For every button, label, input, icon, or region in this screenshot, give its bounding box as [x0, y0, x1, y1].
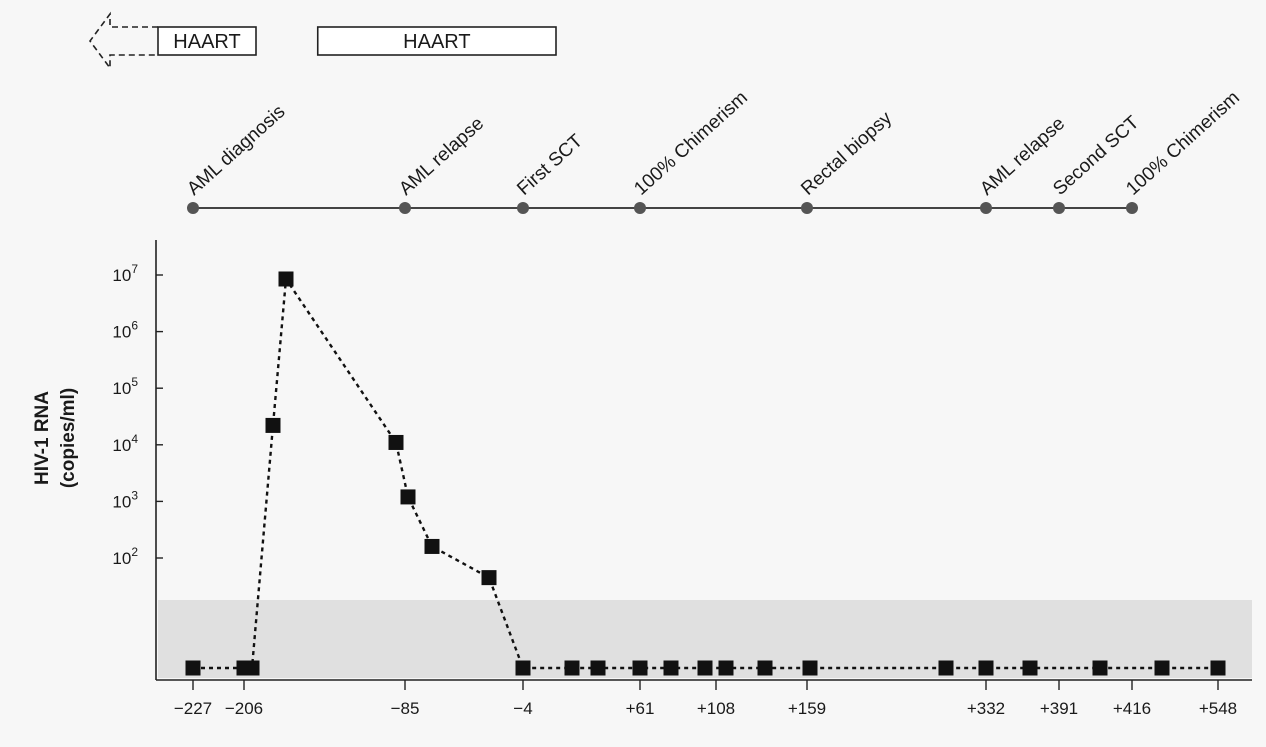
- y-axis-label: HIV-1 RNA: [32, 391, 53, 485]
- y-tick-label: 104: [112, 432, 138, 455]
- x-axis-ticks: −227 −206 −85 −4 +61 +108 +159 +332 +391 +416 +548: [174, 680, 1237, 718]
- y-tick-label: 102: [112, 545, 138, 568]
- event-marker: [399, 202, 411, 214]
- event-timeline: AML diagnosis AML relapse First SCT 100% Ch…: [183, 87, 1244, 214]
- event-label: 100% Chimerism: [630, 87, 752, 199]
- haart-bar-label: HAART: [403, 31, 470, 53]
- event-marker: [801, 202, 813, 214]
- data-point: [590, 660, 606, 676]
- y-tick-label: 107: [112, 262, 138, 285]
- event-marker: [980, 202, 992, 214]
- x-tick-label: −4: [513, 699, 532, 718]
- haart-bar-label: HAART: [173, 31, 240, 53]
- haart-bar: [157, 26, 257, 56]
- data-point: [802, 660, 818, 676]
- event-marker: [1053, 202, 1065, 214]
- data-point: [244, 660, 260, 676]
- haart-continues-arrow: [89, 11, 158, 71]
- data-point: [718, 660, 734, 676]
- data-point: [757, 660, 773, 676]
- data-point: [388, 434, 404, 450]
- y-axis-units: (copies/ml): [58, 388, 79, 488]
- event-marker: [517, 202, 529, 214]
- data-point: [481, 570, 497, 586]
- haart-bar: [316, 26, 557, 56]
- event-marker: [187, 202, 199, 214]
- x-tick-label: +61: [626, 699, 655, 718]
- y-tick-label: 106: [112, 319, 138, 342]
- x-tick-label: −227: [174, 699, 212, 718]
- haart-bars: HAART HAART: [89, 11, 557, 71]
- x-tick-label: +332: [967, 699, 1005, 718]
- x-tick-label: +159: [788, 699, 826, 718]
- data-point: [1022, 660, 1038, 676]
- x-tick-label: +108: [697, 699, 735, 718]
- data-point: [400, 489, 416, 505]
- event-label: AML relapse: [395, 113, 488, 200]
- event-label: AML diagnosis: [183, 101, 289, 200]
- x-tick-label: −85: [391, 699, 420, 718]
- y-tick-label: 105: [112, 375, 138, 398]
- data-point: [278, 271, 294, 287]
- event-marker: [634, 202, 646, 214]
- data-point: [424, 538, 440, 554]
- data-point: [978, 660, 994, 676]
- data-point: [632, 660, 648, 676]
- x-tick-label: +416: [1113, 699, 1151, 718]
- y-tick-label: 103: [112, 488, 138, 511]
- data-point: [515, 660, 531, 676]
- data-point: [697, 660, 713, 676]
- event-marker: [1126, 202, 1138, 214]
- data-point: [1154, 660, 1170, 676]
- data-point: [185, 660, 201, 676]
- series-line: [193, 275, 1218, 670]
- data-point: [564, 660, 580, 676]
- data-point: [1210, 660, 1226, 676]
- event-label: First SCT: [513, 130, 587, 200]
- data-point: [663, 660, 679, 676]
- x-tick-label: +548: [1199, 699, 1237, 718]
- data-point: [265, 417, 281, 433]
- event-label: 100% Chimerism: [1122, 87, 1244, 199]
- data-point: [1092, 660, 1108, 676]
- x-tick-label: −206: [225, 699, 263, 718]
- x-tick-label: +391: [1040, 699, 1078, 718]
- data-point: [938, 660, 954, 676]
- event-label: Rectal biopsy: [797, 107, 896, 199]
- data-points: [185, 271, 1226, 676]
